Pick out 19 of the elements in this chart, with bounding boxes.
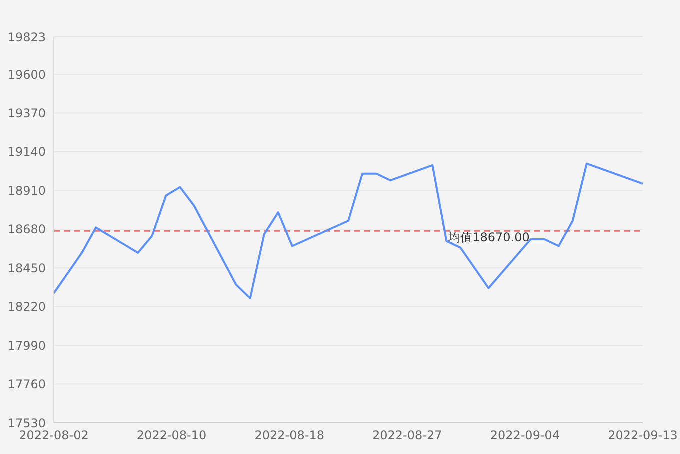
line-series bbox=[54, 162, 643, 300]
x-tick-label: 2022-08-10 bbox=[136, 428, 207, 443]
x-tick-label: 2022-09-13 bbox=[608, 428, 678, 443]
y-tick-label: 18680 bbox=[8, 222, 46, 237]
y-tick-label: 18220 bbox=[8, 300, 46, 314]
y-tick-label: 18910 bbox=[8, 184, 46, 198]
x-tick-label: 2022-08-02 bbox=[19, 428, 89, 443]
x-tick-label: 2022-08-18 bbox=[254, 428, 324, 443]
y-tick-label: 17990 bbox=[8, 338, 46, 353]
y-tick-label: 19600 bbox=[8, 68, 46, 82]
ref-line-label: 均值18670.00 bbox=[448, 230, 530, 244]
y-tick-label: 17530 bbox=[8, 416, 46, 430]
y-tick-label: 19370 bbox=[8, 106, 46, 121]
x-tick-label: 2022-09-04 bbox=[490, 428, 560, 443]
y-tick-label: 19823 bbox=[8, 30, 46, 44]
y-tick-label: 19140 bbox=[8, 145, 46, 160]
y-tick-label: 17760 bbox=[8, 378, 46, 392]
y-tick-label: 18450 bbox=[8, 261, 46, 276]
x-tick-label: 2022-08-27 bbox=[372, 428, 442, 443]
